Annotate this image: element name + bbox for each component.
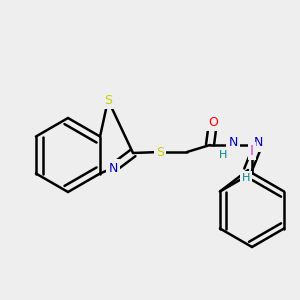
Text: O: O — [208, 116, 218, 128]
Text: H: H — [219, 150, 227, 160]
Text: N: N — [108, 161, 118, 175]
Text: S: S — [156, 146, 164, 158]
Text: N: N — [228, 136, 238, 149]
Text: N: N — [253, 136, 263, 149]
Text: I: I — [250, 144, 254, 158]
Text: S: S — [104, 94, 112, 106]
Text: H: H — [242, 173, 250, 183]
